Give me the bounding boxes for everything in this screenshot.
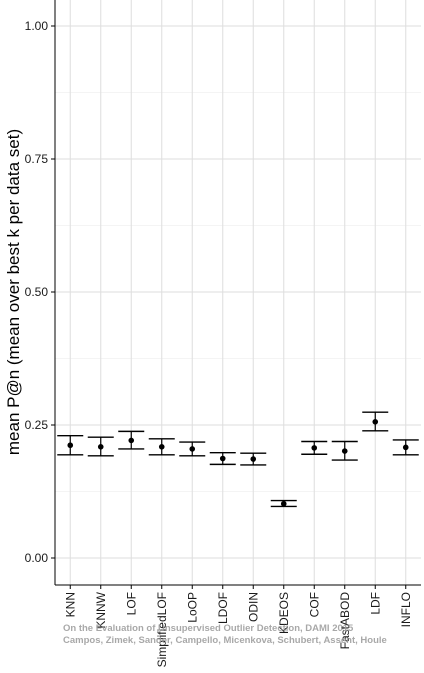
grid: [55, 0, 421, 585]
x-tick-label: LDF: [368, 592, 382, 615]
y-tick-label: 0.75: [25, 152, 49, 166]
x-tick-label: SimplifiedLOF: [155, 592, 169, 667]
y-tick-label: 0.25: [25, 418, 49, 432]
mean-point: [341, 448, 348, 454]
x-tick-label: KDEOS: [277, 592, 291, 634]
axes: [51, 0, 421, 589]
mean-point: [372, 419, 379, 425]
mean-point: [250, 456, 257, 462]
mean-point: [402, 444, 409, 451]
mean-point: [158, 444, 165, 450]
mean-point: [311, 445, 318, 451]
x-tick-label: INFLO: [399, 592, 413, 627]
labels: 0.00 0.25 0.50 0.75 1.00 KNN KNNW LOF Simplified…: [25, 19, 413, 667]
x-tick-label: ODIN: [246, 592, 260, 622]
mean-point: [189, 446, 196, 452]
mean-point: [128, 437, 135, 444]
mean-point: [67, 442, 74, 449]
x-tick-label: LOF: [124, 592, 138, 615]
marks: [57, 411, 419, 508]
mean-point: [280, 500, 287, 507]
y-tick-label: 1.00: [25, 19, 49, 33]
x-tick-label: LoOP: [185, 592, 199, 623]
x-tick-label: KNNW: [94, 591, 108, 628]
y-axis-label: mean P@n (mean over best k per data set): [4, 129, 23, 455]
mean-point: [97, 444, 104, 450]
y-tick-label: 0.50: [25, 285, 49, 299]
x-tick-label: KNN: [63, 592, 77, 617]
mean-point: [219, 455, 226, 462]
x-tick-label: FastABOD: [338, 592, 352, 650]
y-tick-label: 0.00: [25, 551, 49, 565]
x-tick-label: LDOF: [216, 592, 230, 624]
x-tick-label: COF: [307, 592, 321, 617]
watermark-line-2: Campos, Zimek, Sander, Campello, Micenko…: [63, 635, 387, 646]
watermark-line-1: On the Evaluation of Unsupervised Outlie…: [63, 623, 354, 634]
